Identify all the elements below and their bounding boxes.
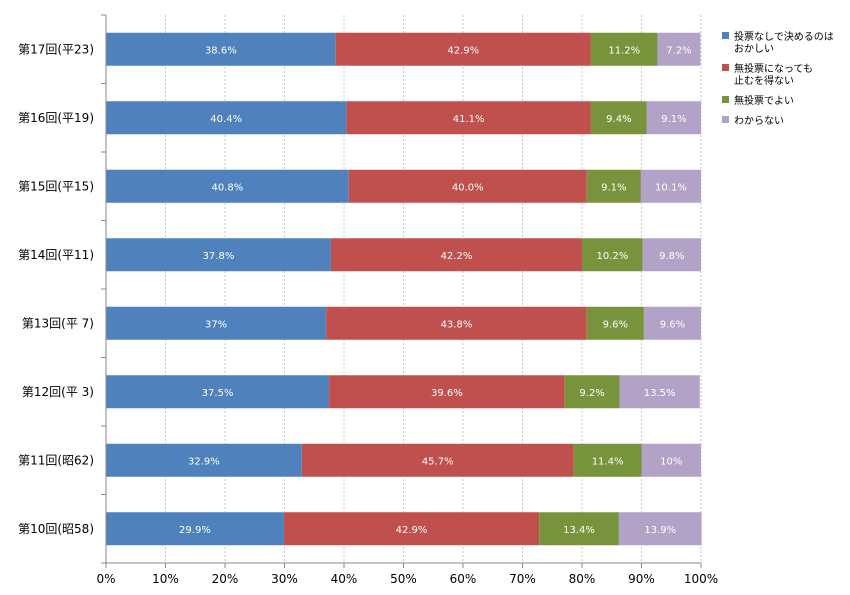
x-tick-label: 100% [684, 572, 718, 586]
category-label: 第14回(平11) [18, 248, 94, 262]
x-tick-label: 20% [212, 572, 239, 586]
category-label: 第16回(平19) [18, 111, 94, 125]
category-label: 第13回(平 7) [22, 316, 94, 330]
legend-label: 止むを得ない [734, 75, 794, 87]
data-label: 11.4% [592, 456, 624, 467]
data-label: 13.9% [644, 525, 676, 536]
data-label: 9.4% [606, 114, 631, 125]
data-label: 10% [660, 456, 682, 467]
bar-segment [590, 32, 658, 66]
legend-label: 投票なしで決めるのは [734, 30, 834, 43]
bar-segment [657, 32, 701, 66]
data-label: 40.0% [452, 182, 484, 193]
data-label: 42.9% [396, 525, 428, 536]
bar-segment [573, 443, 642, 477]
legend-label: 無投票でよい [734, 94, 794, 107]
data-label: 11.2% [608, 45, 640, 56]
data-label: 40.4% [210, 114, 242, 125]
bar-segment [326, 306, 587, 340]
bar-segment [618, 512, 702, 546]
bar-segment [106, 512, 284, 546]
x-tick-label: 10% [152, 572, 179, 586]
x-tick-label: 50% [390, 572, 417, 586]
bar-segment [283, 512, 540, 546]
x-tick-label: 30% [271, 572, 298, 586]
bar-segment [642, 238, 701, 272]
category-label: 第11回(昭62) [18, 453, 94, 467]
x-tick-label: 70% [509, 572, 536, 586]
data-label: 7.2% [666, 45, 691, 56]
data-label: 10.1% [655, 182, 687, 193]
data-label: 32.9% [188, 456, 220, 467]
bar-segment [564, 375, 620, 409]
x-tick-label: 80% [569, 572, 596, 586]
bar-segment [329, 375, 565, 409]
bar-segment [539, 512, 619, 546]
data-label: 37.5% [202, 388, 234, 399]
data-label: 9.8% [659, 251, 684, 262]
bar-segment [106, 238, 331, 272]
data-label: 43.8% [441, 319, 473, 330]
legend-label: わからない [734, 115, 784, 127]
data-label: 10.2% [596, 251, 628, 262]
data-label: 13.4% [563, 525, 595, 536]
data-label: 40.8% [211, 182, 243, 193]
bar-segment [335, 32, 591, 66]
bar-segment [106, 32, 336, 66]
data-label: 37.8% [203, 251, 235, 262]
bar-segment [643, 306, 701, 340]
bar-segment [582, 238, 643, 272]
legend-swatch [722, 116, 729, 123]
legend-swatch [722, 96, 729, 103]
bar-segment [348, 169, 587, 203]
category-label: 第15回(平15) [18, 179, 94, 193]
legend-swatch [722, 64, 729, 71]
bar-segment [106, 101, 347, 135]
data-label: 13.5% [644, 388, 676, 399]
x-tick-label: 40% [331, 572, 358, 586]
data-label: 37% [205, 319, 227, 330]
data-label: 42.2% [441, 251, 473, 262]
data-label: 9.6% [660, 319, 685, 330]
bar-segment [106, 169, 349, 203]
category-label: 第17回(平23) [18, 42, 94, 56]
legend-label: おかしい [734, 43, 774, 55]
legend-label: 無投票になっても [734, 62, 813, 75]
data-label: 9.1% [661, 114, 686, 125]
data-label: 9.1% [601, 182, 626, 193]
bar-segment [106, 443, 302, 477]
bar-segment [106, 375, 330, 409]
bar-segment [619, 375, 700, 409]
bar-segment [586, 169, 641, 203]
bar-segment [346, 101, 591, 135]
data-label: 38.6% [205, 45, 237, 56]
x-tick-label: 60% [450, 572, 477, 586]
bar-segment [301, 443, 574, 477]
bar-segment [106, 306, 327, 340]
bar-segment [330, 238, 582, 272]
data-label: 9.6% [603, 319, 628, 330]
data-label: 9.2% [579, 388, 604, 399]
gridlines [165, 15, 702, 563]
category-label: 第10回(昭58) [18, 522, 94, 536]
data-label: 29.9% [179, 525, 211, 536]
bar-segment [641, 443, 701, 477]
category-label: 第12回(平 3) [22, 385, 94, 399]
data-label: 45.7% [422, 456, 454, 467]
bar-segment [590, 101, 647, 135]
data-label: 41.1% [453, 114, 485, 125]
data-label: 42.9% [447, 45, 479, 56]
axes: 第17回(平23) 第16回(平19) 第15回(平15) 第14回(平11) 第13回… [18, 14, 718, 586]
bars: 38.6% 42.9% 11.2% 7.2% 40.4% 41.1% 9.4% 9.1% 40.… [106, 32, 702, 546]
legend-swatch [722, 32, 729, 39]
x-tick-label: 90% [628, 572, 655, 586]
data-label: 39.6% [431, 388, 463, 399]
bar-segment [640, 169, 701, 203]
bar-segment [586, 306, 644, 340]
bar-segment [646, 101, 701, 135]
x-tick-label: 0% [96, 572, 115, 586]
